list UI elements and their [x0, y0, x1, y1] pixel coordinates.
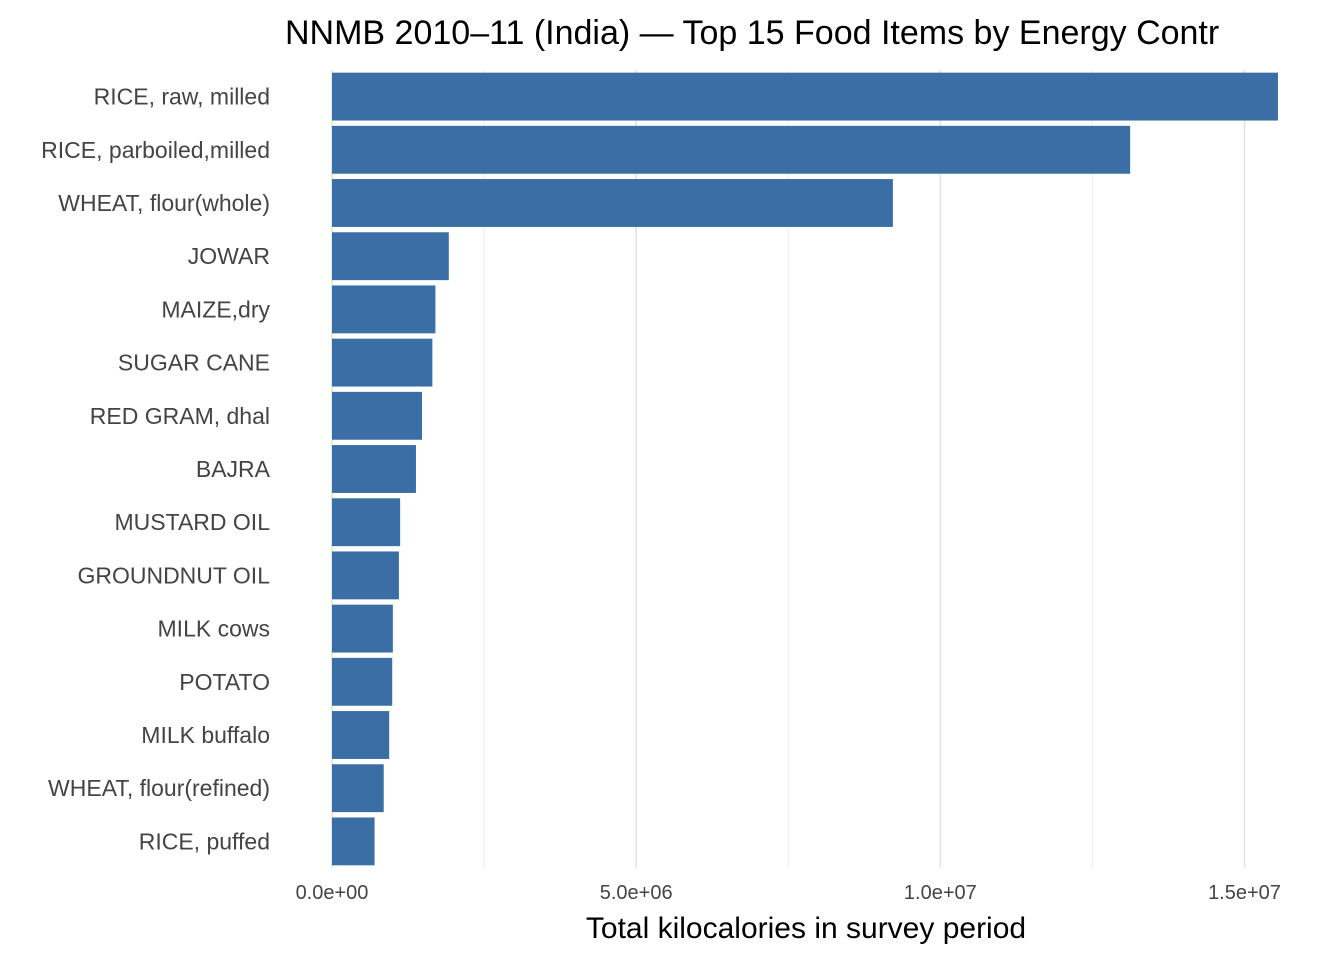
bar [332, 604, 393, 653]
bar [332, 498, 401, 547]
x-tick-label: 1.0e+07 [904, 882, 977, 904]
category-label: GROUNDNUT OIL [77, 562, 270, 588]
category-label: POTATO [179, 669, 270, 695]
category-label: MILK cows [158, 616, 270, 642]
category-labels: RICE, raw, milled RICE, parboiled,milled W… [41, 84, 270, 855]
bar [332, 179, 893, 227]
category-label: SUGAR CANE [118, 350, 270, 376]
category-label: RICE, raw, milled [94, 84, 270, 110]
bar [332, 72, 1278, 121]
bar [332, 285, 436, 334]
bars [332, 72, 1278, 866]
category-label: WHEAT, flour(refined) [48, 775, 270, 801]
category-label: RICE, parboiled,milled [41, 137, 270, 163]
x-tick-label: 5.0e+06 [600, 882, 673, 904]
x-tick-label: 0.0e+00 [296, 882, 369, 904]
bar [332, 657, 393, 706]
category-label: MUSTARD OIL [115, 509, 271, 535]
bar [332, 232, 449, 281]
x-axis-ticks: 0.0e+00 5.0e+06 1.0e+07 1.5e+07 [296, 882, 1281, 904]
category-label: WHEAT, flour(whole) [58, 190, 270, 216]
bar [332, 125, 1131, 174]
bar [332, 338, 433, 387]
x-axis-title: Total kilocalories in survey period [586, 912, 1026, 945]
category-label: MILK buffalo [141, 722, 270, 748]
chart-title: NNMB 2010–11 (India) — Top 15 Food Items… [285, 14, 1219, 52]
bar [332, 817, 375, 866]
bar [332, 391, 423, 440]
bar [332, 445, 416, 493]
category-label: BAJRA [196, 456, 271, 482]
category-label: RED GRAM, dhal [90, 403, 270, 429]
bar [332, 711, 390, 759]
category-label: RICE, puffed [139, 828, 270, 854]
category-label: JOWAR [188, 243, 270, 269]
bar [332, 764, 384, 813]
category-label: MAIZE,dry [161, 296, 270, 322]
bar [332, 551, 399, 600]
x-tick-label: 1.5e+07 [1208, 882, 1281, 904]
